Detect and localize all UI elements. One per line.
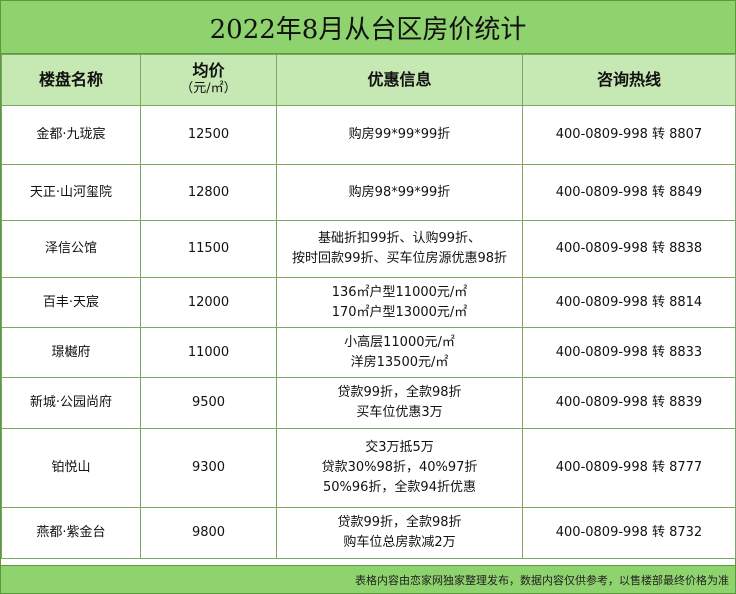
cell-price: 12500: [140, 105, 277, 165]
cell-name: 铂悦山: [1, 428, 141, 508]
table-row: 新城·公园尚府 9500 贷款99折，全款98折 买车位优惠3万 400-0809-99…: [1, 377, 736, 429]
cell-price: 9800: [140, 507, 277, 559]
table-row: 泽信公馆 11500 基础折扣99折、认购99折、 按时回款99折、买车位房源优惠98…: [1, 220, 736, 278]
cell-hotline: 400-0809-998 转 8807: [522, 105, 736, 165]
cell-hotline: 400-0809-998 转 8814: [522, 277, 736, 328]
header-name: 楼盘名称: [1, 54, 141, 106]
cell-hotline: 400-0809-998 转 8838: [522, 220, 736, 278]
cell-name: 金都·九珑宸: [1, 105, 141, 165]
cell-hotline: 400-0809-998 转 8833: [522, 327, 736, 378]
table-row: 铂悦山 9300 交3万抵5万贷款30%98折，40%97折 50%96折，全款94折…: [1, 428, 736, 508]
table-row: 金都·九珑宸 12500 购房99*99*99折 400-0809-998 转 880…: [1, 105, 736, 165]
offer-line: 小高层11000元/㎡: [344, 334, 455, 350]
header-row: 楼盘名称 均价 （元/㎡） 优惠信息 咨询热线: [1, 54, 736, 106]
header-price-unit: （元/㎡）: [180, 81, 237, 96]
offer-line: 50%96折，全款94折优惠: [323, 480, 476, 495]
page-title: 2022年8月从台区房价统计: [1, 1, 735, 54]
cell-offer: 购房98*99*99折: [276, 164, 523, 221]
offer-line: 基础折扣99折、认购99折、: [317, 231, 482, 246]
table-row: 百丰·天宸 12000 136㎡户型11000元/㎡ 170㎡户型13000元/㎡ 40…: [1, 277, 736, 328]
header-offer: 优惠信息: [276, 54, 523, 106]
cell-name: 百丰·天宸: [1, 277, 141, 328]
cell-name: 泽信公馆: [1, 220, 141, 278]
offer-line: 贷款99折，全款98折: [337, 385, 462, 400]
header-price-label: 均价: [192, 61, 225, 80]
cell-price: 11000: [140, 327, 277, 378]
cell-offer: 贷款99折，全款98折 购车位总房款减2万: [276, 507, 523, 559]
offer-line: 按时回款99折、买车位房源优惠98折: [291, 251, 508, 266]
cell-offer: 购房99*99*99折: [276, 105, 523, 165]
cell-offer: 136㎡户型11000元/㎡ 170㎡户型13000元/㎡: [276, 277, 523, 328]
table-row: 璟樾府 11000 小高层11000元/㎡ 洋房13500元/㎡ 400-0809-99…: [1, 327, 736, 378]
offer-line: 交3万抵5万: [365, 440, 434, 455]
header-price: 均价 （元/㎡）: [140, 54, 277, 106]
cell-offer: 小高层11000元/㎡ 洋房13500元/㎡: [276, 327, 523, 378]
cell-price: 9300: [140, 428, 277, 508]
offer-line: 购房99*99*99折: [348, 127, 451, 142]
cell-hotline: 400-0809-998 转 8777: [522, 428, 736, 508]
cell-hotline: 400-0809-998 转 8732: [522, 507, 736, 559]
offer-line: 购车位总房款减2万: [343, 535, 456, 550]
footer-note: 表格内容由恋家网独家整理发布，数据内容仅供参考，以售楼部最终价格为准: [1, 565, 735, 593]
table-row: 天正·山河玺院 12800 购房98*99*99折 400-0809-998 转 88…: [1, 164, 736, 221]
offer-line: 洋房13500元/㎡: [350, 354, 449, 370]
table-row: 燕都·紫金台 9800 贷款99折，全款98折 购车位总房款减2万 400-0809-9…: [1, 507, 736, 559]
cell-name: 燕都·紫金台: [1, 507, 141, 559]
header-hotline: 咨询热线: [522, 54, 736, 106]
cell-price: 12000: [140, 277, 277, 328]
offer-line: 136㎡户型11000元/㎡: [331, 284, 468, 300]
cell-name: 天正·山河玺院: [1, 164, 141, 221]
cell-offer: 基础折扣99折、认购99折、按时回款99折、买车位房源优惠98折: [276, 220, 523, 278]
offer-line: 购房98*99*99折: [348, 184, 451, 200]
cell-price: 9500: [140, 377, 277, 429]
cell-offer: 交3万抵5万贷款30%98折，40%97折 50%96折，全款94折优惠: [276, 428, 523, 508]
cell-name: 璟樾府: [1, 327, 141, 378]
cell-name: 新城·公园尚府: [1, 377, 141, 429]
cell-hotline: 400-0809-998 转 8849: [522, 164, 736, 221]
cell-offer: 贷款99折，全款98折 买车位优惠3万: [276, 377, 523, 429]
offer-line: 贷款30%98折，40%97折: [321, 460, 478, 475]
offer-line: 170㎡户型13000元/㎡: [331, 304, 468, 320]
offer-line: 买车位优惠3万: [356, 405, 443, 420]
price-table: 楼盘名称 均价 （元/㎡） 优惠信息 咨询热线 金都·九珑宸 12500 购房99*…: [1, 54, 736, 559]
cell-hotline: 400-0809-998 转 8839: [522, 377, 736, 429]
offer-line: 贷款99折，全款98折: [337, 515, 462, 530]
cell-price: 12800: [140, 164, 277, 221]
cell-price: 11500: [140, 220, 277, 278]
